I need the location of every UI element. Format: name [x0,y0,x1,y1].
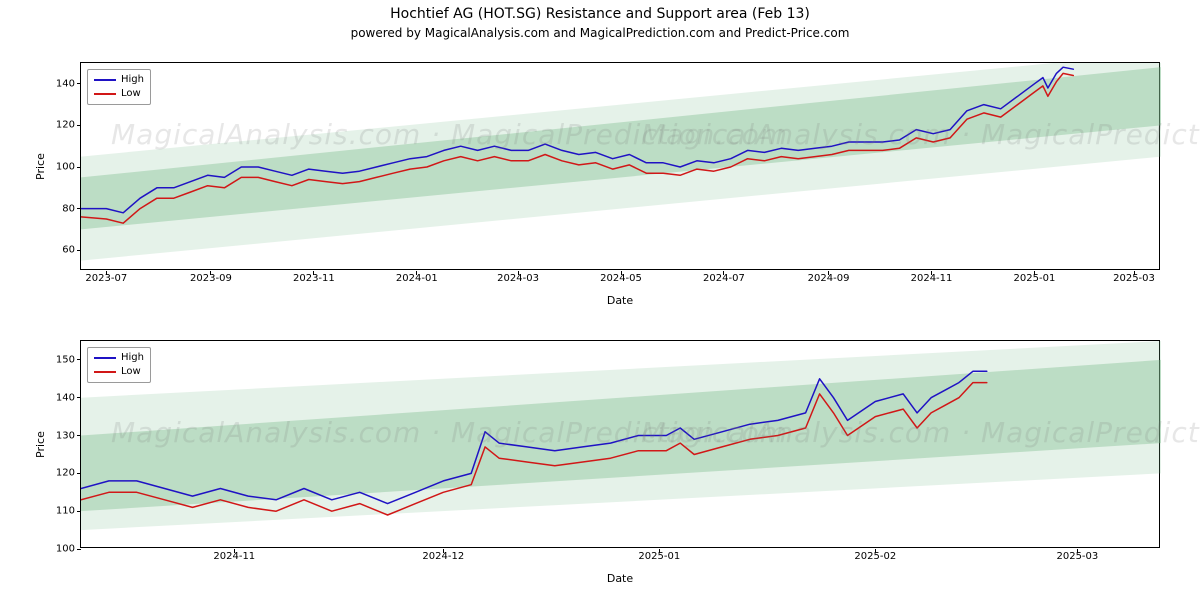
y-tick-label: 80 [35,203,81,214]
price-chart-panel-bottom: High Low MagicalAnalysis.com · MagicalPr… [80,340,1160,548]
legend-swatch-high [94,357,116,359]
legend-label-low: Low [121,87,141,101]
chart-title: Hochtief AG (HOT.SG) Resistance and Supp… [0,6,1200,22]
x-axis-label-bottom: Date [80,572,1160,585]
y-tick-label: 60 [35,245,81,256]
legend-swatch-low [94,371,116,373]
y-tick-label: 110 [35,506,81,517]
y-axis-label-bottom: Price [34,431,47,458]
y-tick-label: 120 [35,120,81,131]
price-chart-top-svg [81,63,1161,271]
y-tick-label: 140 [35,78,81,89]
chart-subtitle: powered by MagicalAnalysis.com and Magic… [0,26,1200,40]
legend-swatch-high [94,79,116,81]
x-axis-label-top: Date [80,294,1160,307]
y-tick-label: 100 [35,544,81,555]
legend: High Low [87,347,151,383]
legend-label-high: High [121,351,144,365]
y-tick-label: 140 [35,392,81,403]
price-chart-panel-top: High Low MagicalAnalysis.com · MagicalPr… [80,62,1160,270]
legend-swatch-low [94,93,116,95]
legend-label-low: Low [121,365,141,379]
y-axis-label-top: Price [34,153,47,180]
y-tick-label: 150 [35,354,81,365]
price-chart-bottom-svg [81,341,1161,549]
legend-label-high: High [121,73,144,87]
y-tick-label: 120 [35,468,81,479]
legend: High Low [87,69,151,105]
